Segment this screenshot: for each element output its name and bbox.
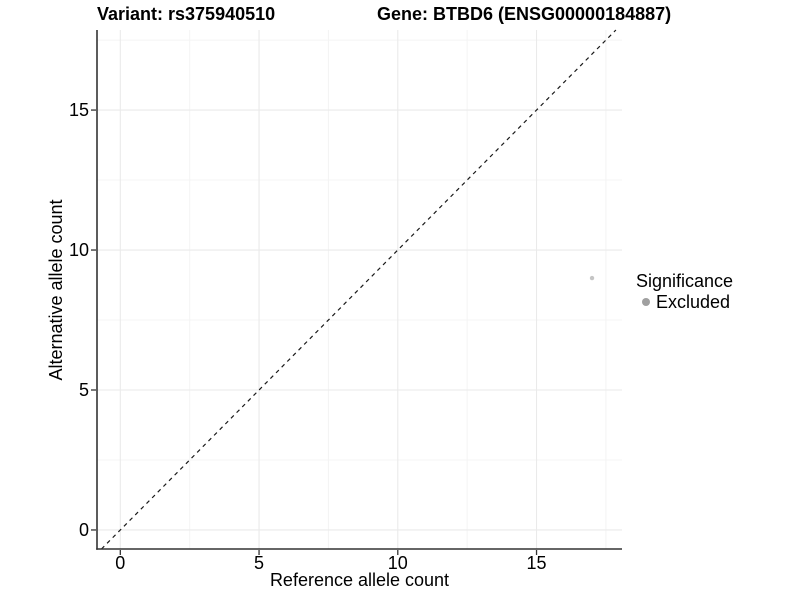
y-tick-label: 0: [78, 519, 89, 540]
x-tick-label: 10: [387, 553, 408, 573]
x-tick-label: 0: [115, 553, 126, 573]
legend-title: Significance: [636, 271, 734, 291]
identity-line: [101, 29, 617, 550]
plot-title-gene: Gene: BTBD6 (ENSG00000184887): [377, 4, 672, 24]
axis-tick-marks: [91, 109, 538, 555]
y-tick-label: 5: [78, 379, 89, 400]
data-points: [589, 275, 595, 281]
legend-items: Excluded: [636, 292, 733, 312]
x-tick-label: 15: [526, 553, 547, 573]
x-axis-title: Reference allele count: [269, 570, 450, 590]
y-tick-label: 15: [68, 100, 89, 121]
grid-minor: [97, 30, 622, 549]
data-point: [589, 275, 595, 281]
grid-major: [97, 30, 622, 549]
legend: Significance Excluded: [636, 271, 733, 312]
legend-item: Excluded: [636, 292, 733, 312]
y-axis-title: Alternative allele count: [46, 199, 66, 381]
plot-title-variant: Variant: rs375940510: [97, 4, 276, 24]
legend-point-icon: [642, 298, 650, 306]
x-tick-label: 5: [254, 553, 265, 573]
legend-item-label: Excluded: [656, 292, 731, 312]
y-tick-label: 10: [68, 240, 89, 261]
